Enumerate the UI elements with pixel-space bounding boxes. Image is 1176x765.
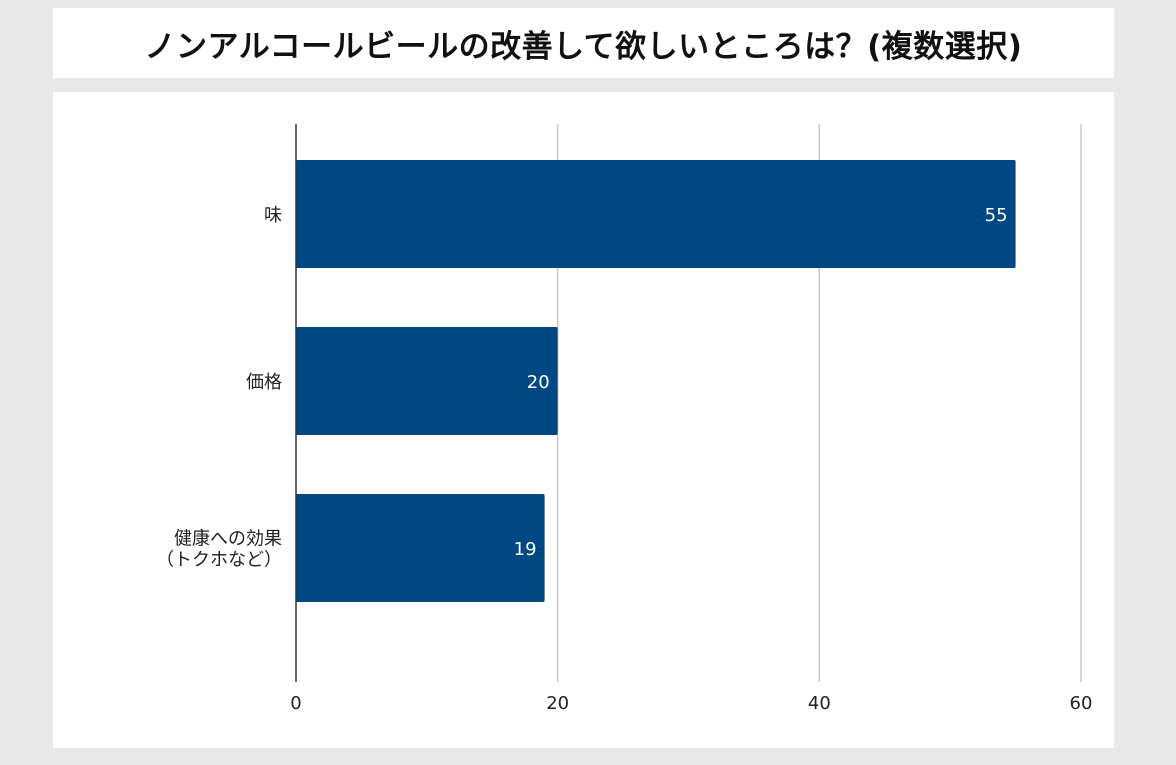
category-label: 味 [264,205,282,226]
x-tick-label: 60 [1070,693,1093,714]
chart-card: 0 20 40 60 55 味 20 価格 19 健康への効果 （トクホなど） [53,92,1114,748]
bar [296,494,545,602]
category-label: （トクホなど） [156,550,282,571]
x-tick-label: 40 [808,693,831,714]
data-label: 20 [527,372,550,393]
bar-chart: 0 20 40 60 55 味 20 価格 19 健康への効果（トクホなど） [156,124,1093,714]
category-label: 健康への効果 [174,529,282,550]
category-label: 価格 [246,372,282,393]
title-card: ノンアルコールビールの改善して欲しいところは？(複数選択) [53,8,1114,78]
data-label: 19 [514,539,537,560]
x-tick-label: 0 [290,693,301,714]
bar [296,327,558,435]
bar [296,160,1016,268]
chart-title: ノンアルコールビールの改善して欲しいところは？(複数選択) [144,28,1023,65]
data-label: 55 [985,205,1008,226]
x-tick-label: 20 [546,693,569,714]
